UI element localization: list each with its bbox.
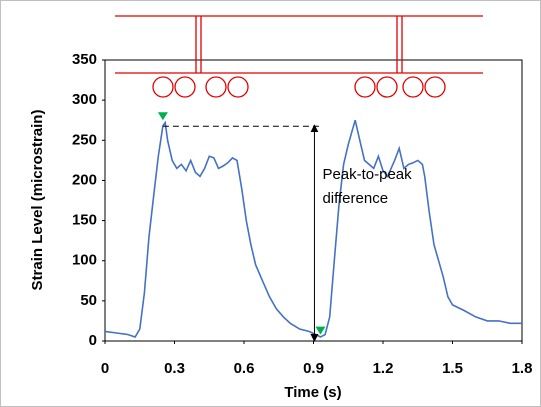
x-tick-label: 0.6 xyxy=(234,360,255,377)
peak-marker xyxy=(157,112,168,121)
y-tick-label: 250 xyxy=(72,131,97,148)
truck-diagram xyxy=(115,15,483,98)
y-tick-label: 150 xyxy=(72,212,97,229)
y-tick-label: 200 xyxy=(72,171,97,188)
y-tick-label: 0 xyxy=(89,332,97,349)
y-tick-label: 50 xyxy=(80,292,97,309)
x-tick-label: 1.8 xyxy=(512,360,533,377)
x-tick-label: 1.5 xyxy=(442,360,463,377)
y-tick-label: 350 xyxy=(72,51,97,68)
y-axis-title: Strain Level (microstrain) xyxy=(29,110,46,291)
annotation: Peak-to-peak difference xyxy=(322,166,412,207)
x-tick-label: 0 xyxy=(101,360,109,377)
y-tick-label: 100 xyxy=(72,252,97,269)
x-tick-label: 0.9 xyxy=(303,360,324,377)
peak-marker xyxy=(315,326,326,335)
series-line xyxy=(104,119,522,338)
y-tick-label: 300 xyxy=(72,91,97,108)
x-tick-label: 0.3 xyxy=(164,360,185,377)
x-tick-label: 1.2 xyxy=(373,360,394,377)
x-axis-title: Time (s) xyxy=(284,384,341,401)
